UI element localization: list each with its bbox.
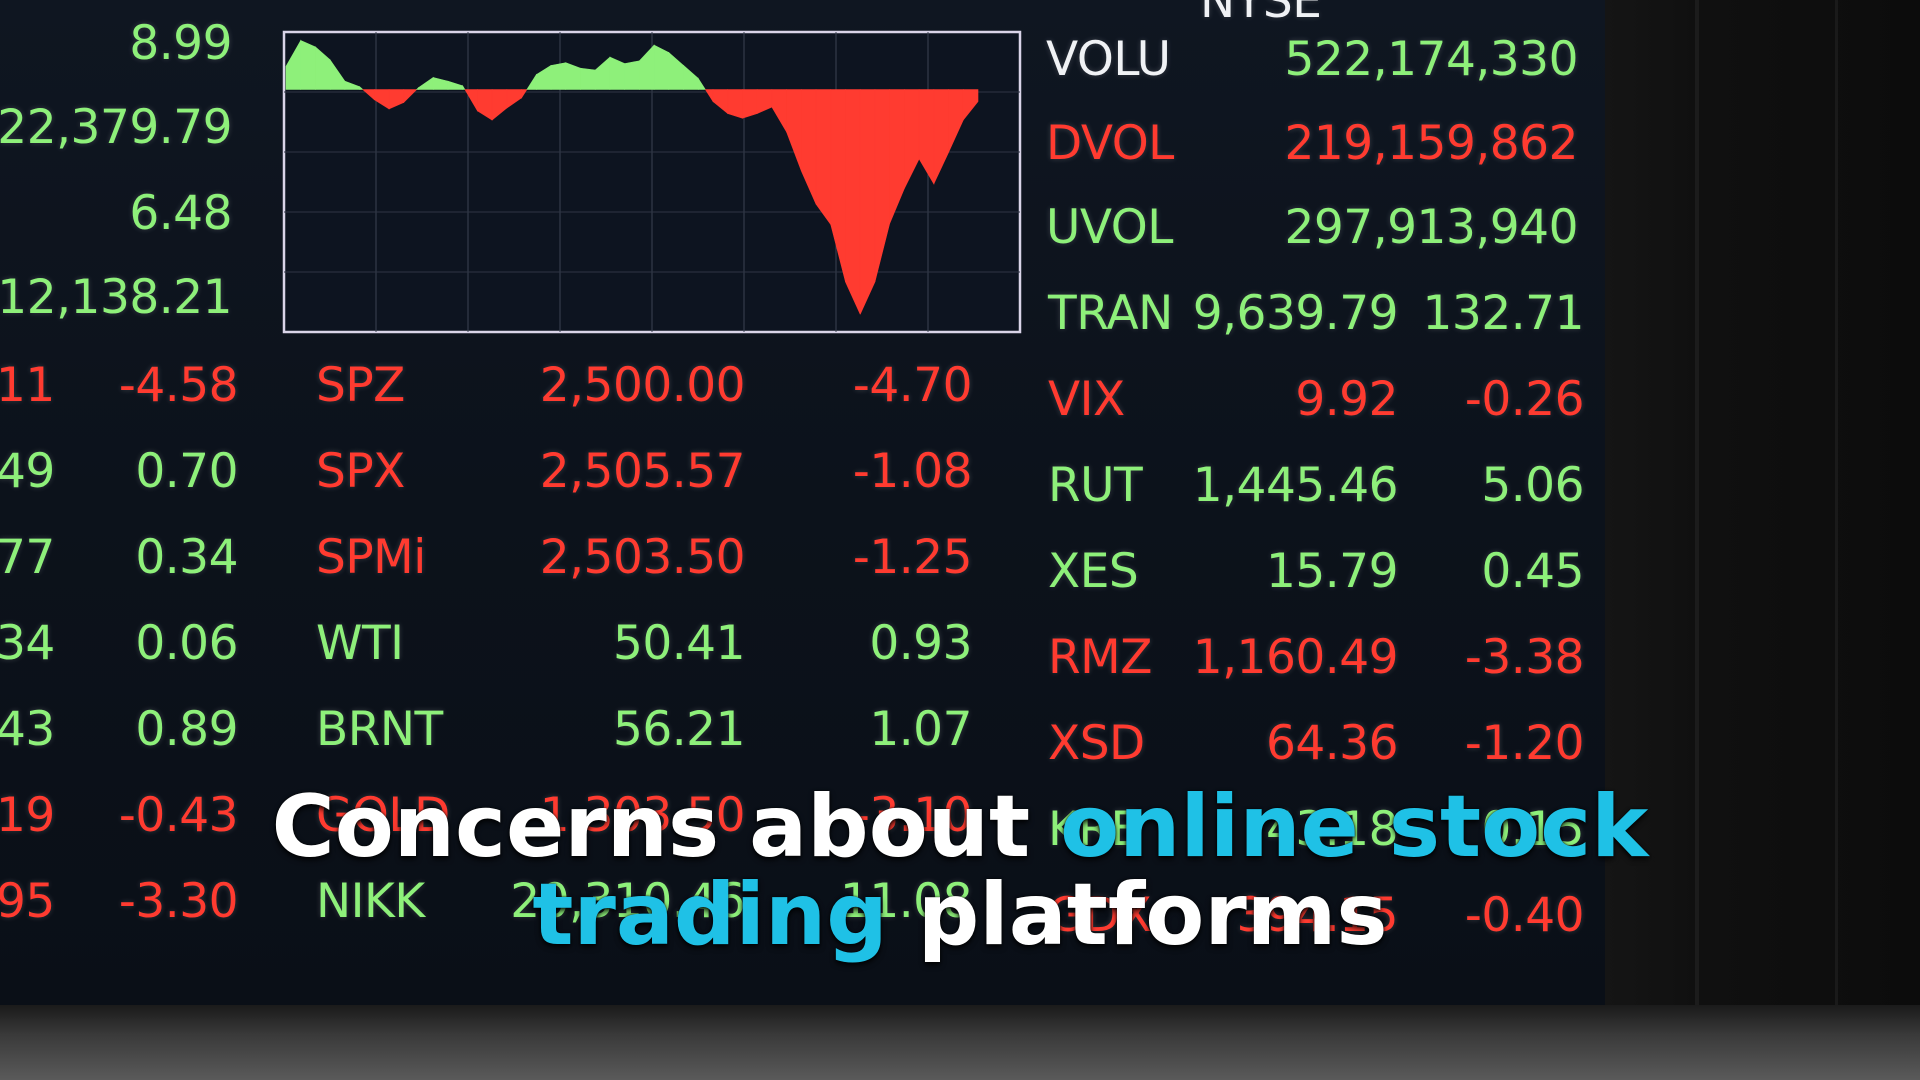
chart-area-segment-5-0 xyxy=(359,86,364,90)
change-wti: 0.93 xyxy=(869,616,972,671)
change-gdx: -0.40 xyxy=(1464,888,1585,943)
symbol-rut: RUT xyxy=(1048,458,1143,513)
symbol-dvol: DVOL xyxy=(1046,116,1174,171)
video-caption: Concerns about online stock trading plat… xyxy=(0,783,1920,959)
left-cut-value-4: 43 xyxy=(0,702,55,757)
change-spz: -4.70 xyxy=(852,358,973,413)
caption-line-1: Concerns about online stock xyxy=(0,783,1920,871)
value-volu: 522,174,330 xyxy=(1284,32,1578,87)
chart-area-segment-36-0 xyxy=(815,89,832,226)
symbol-volu: VOLU xyxy=(1046,32,1171,87)
value-kre: 43.18 xyxy=(1265,802,1399,857)
chart-area-segment-23-0 xyxy=(624,60,640,90)
change-spmi: -1.25 xyxy=(852,530,973,585)
change-nikk: 11.08 xyxy=(839,874,973,929)
left-value-2: 6.48 xyxy=(129,186,232,241)
value-gdx: 394.15 xyxy=(1236,888,1399,943)
symbol-spz: SPZ xyxy=(316,358,405,413)
symbol-spx: SPX xyxy=(316,444,405,499)
value-xsd: 64.36 xyxy=(1265,716,1399,771)
chart-area-segment-38-0 xyxy=(845,89,861,315)
value-vix: 9.92 xyxy=(1295,372,1398,427)
caption-highlight-1: online stock xyxy=(1060,777,1649,877)
change-rut: 5.06 xyxy=(1481,458,1584,513)
left-change-0: -4.58 xyxy=(118,358,239,413)
chart-area-segment-20-0 xyxy=(580,67,596,90)
stock-ticker-board: NYSE 8.99 22,379.79 6.48 12,138.21 11 -4.58 49 0… xyxy=(0,0,1605,1005)
symbol-kre: KRE xyxy=(1048,802,1140,857)
left-change-6: -3.30 xyxy=(118,874,239,929)
caption-line-2: trading platforms xyxy=(0,871,1920,959)
value-spx: 2,505.57 xyxy=(539,444,746,499)
chart-area-segment-25-0 xyxy=(653,44,670,90)
left-cut-value-6: 95 xyxy=(0,874,55,929)
symbol-brnt: BRNT xyxy=(316,702,443,757)
left-value-3: 12,138.21 xyxy=(0,270,233,325)
value-nikk: 20,310.46 xyxy=(510,874,745,929)
caption-text-2b: platforms xyxy=(887,865,1388,965)
chart-area-segment-12-0 xyxy=(462,84,466,90)
chart-area-segment-18-0 xyxy=(550,62,567,90)
value-spz: 2,500.00 xyxy=(539,358,746,413)
chart-area-segment-28-0 xyxy=(697,77,706,90)
left-cut-value-1: 49 xyxy=(0,444,55,499)
top-exchange-label: NYSE xyxy=(1200,0,1322,29)
value-rut: 1,445.46 xyxy=(1192,458,1399,513)
symbol-nikk: NIKK xyxy=(316,874,425,929)
left-cut-value-0: 11 xyxy=(0,358,55,413)
change-vix: -0.26 xyxy=(1464,372,1585,427)
change-kre: 0.15 xyxy=(1481,802,1584,857)
caption-highlight-2: trading xyxy=(532,865,888,965)
symbol-gdx: GDX xyxy=(1048,888,1152,943)
value-dvol: 219,159,862 xyxy=(1284,116,1578,171)
symbol-xes: XES xyxy=(1048,544,1139,599)
change-xes: 0.45 xyxy=(1481,544,1584,599)
change-brnt: 1.07 xyxy=(869,702,972,757)
left-cut-value-3: 34 xyxy=(0,616,55,671)
symbol-wti: WTI xyxy=(316,616,404,671)
symbol-xsd: XSD xyxy=(1048,716,1145,771)
floor-strip xyxy=(0,1005,1920,1080)
value-xes: 15.79 xyxy=(1265,544,1399,599)
value-wti: 50.41 xyxy=(612,616,746,671)
left-change-2: 0.34 xyxy=(135,530,238,585)
value-rmz: 1,160.49 xyxy=(1192,630,1399,685)
chart-area-segment-31-0 xyxy=(742,89,758,119)
left-change-4: 0.89 xyxy=(135,702,238,757)
chart-area-segment-16-0 xyxy=(521,89,528,99)
change-spx: -1.08 xyxy=(852,444,973,499)
left-change-1: 0.70 xyxy=(135,444,238,499)
left-change-3: 0.06 xyxy=(135,616,238,671)
market-area-chart xyxy=(282,30,1022,334)
symbol-tran: TRAN xyxy=(1048,286,1173,341)
change-rmz: -3.38 xyxy=(1464,630,1585,685)
caption-text-1a: Concerns about xyxy=(271,777,1061,877)
left-change-5: -0.43 xyxy=(118,788,239,843)
chart-area-segment-46-0 xyxy=(962,89,979,121)
left-value-1: 22,379.79 xyxy=(0,100,233,155)
screen-bezel xyxy=(1605,0,1920,1005)
left-cut-value-5: 19 xyxy=(0,788,55,843)
symbol-vix: VIX xyxy=(1048,372,1125,427)
chart-series xyxy=(285,39,979,315)
symbol-spmi: SPMi xyxy=(316,530,426,585)
value-brnt: 56.21 xyxy=(612,702,746,757)
symbol-rmz: RMZ xyxy=(1048,630,1152,685)
value-tran: 9,639.79 xyxy=(1192,286,1399,341)
value-uvol: 297,913,940 xyxy=(1284,200,1578,255)
symbol-gold: GOLD xyxy=(316,788,450,843)
chart-area-segment-8-0 xyxy=(403,89,418,104)
symbol-uvol: UVOL xyxy=(1046,200,1173,255)
value-gold: 1,303.50 xyxy=(539,788,746,843)
left-value-0: 8.99 xyxy=(129,16,232,71)
left-cut-value-2: 77 xyxy=(0,530,55,585)
change-gold: -3.10 xyxy=(852,788,973,843)
chart-area-segment-1-0 xyxy=(300,40,316,90)
change-tran: 132.71 xyxy=(1422,286,1585,341)
change-xsd: -1.20 xyxy=(1464,716,1585,771)
value-spmi: 2,503.50 xyxy=(539,530,746,585)
chart-area-segment-30-0 xyxy=(727,89,743,119)
chart-area-segment-39-0 xyxy=(859,89,876,315)
